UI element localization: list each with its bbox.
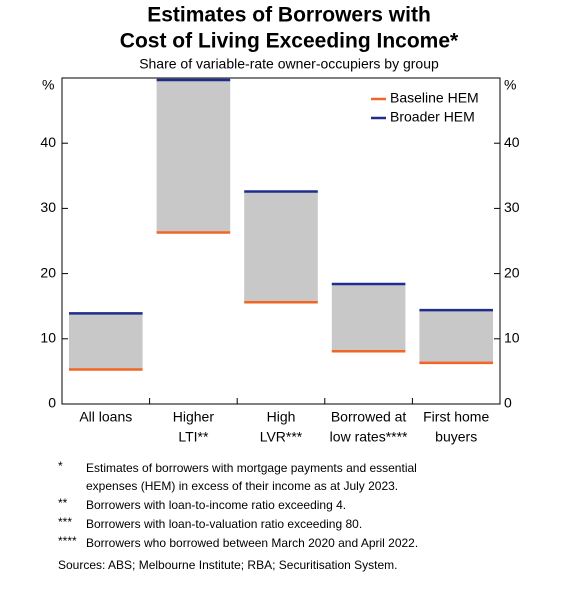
x-tick-label: Higher <box>173 409 215 425</box>
note-marker: ** <box>58 496 68 510</box>
sources: Sources: ABS; Melbourne Institute; RBA; … <box>58 558 398 572</box>
note-marker: **** <box>58 534 77 548</box>
y2-unit: % <box>504 77 516 93</box>
y-tick-label: 20 <box>40 264 56 280</box>
x-tick-label: High <box>267 409 296 425</box>
note-text: Borrowers who borrowed between March 202… <box>86 536 418 550</box>
note-text: Borrowers with loan-to-income ratio exce… <box>86 498 346 512</box>
x-tick-label: LTI** <box>178 429 209 445</box>
y2-tick-label: 40 <box>504 134 520 150</box>
chart-title: Cost of Living Exceeding Income* <box>120 30 459 53</box>
chart-subtitle: Share of variable-rate owner-occupiers b… <box>139 56 439 72</box>
range-bar <box>331 284 406 352</box>
y2-tick-label: 0 <box>504 395 512 411</box>
y2-tick-label: 10 <box>504 330 520 346</box>
y-tick-label: 30 <box>40 199 56 215</box>
range-bar <box>156 79 231 233</box>
note-marker: * <box>58 459 63 473</box>
x-tick-label: First home <box>423 409 489 425</box>
y-tick-label: 0 <box>48 395 56 411</box>
y-tick-label: 40 <box>40 134 56 150</box>
range-bar <box>419 310 493 363</box>
chart-title: Estimates of Borrowers with <box>147 4 431 27</box>
x-tick-label: Borrowed at <box>331 409 407 425</box>
legend-label: Broader HEM <box>390 109 475 125</box>
range-bar <box>69 313 143 370</box>
note-text: Estimates of borrowers with mortgage pay… <box>86 461 417 475</box>
y-unit: % <box>42 77 54 93</box>
range-bar <box>244 191 318 303</box>
note-text: expenses (HEM) in excess of their income… <box>86 479 398 493</box>
x-tick-label: low rates**** <box>330 429 408 445</box>
legend-label: Baseline HEM <box>390 90 479 106</box>
note-text: Borrowers with loan-to-valuation ratio e… <box>86 517 362 531</box>
y2-tick-label: 30 <box>504 199 520 215</box>
x-tick-label: LVR*** <box>260 429 303 445</box>
note-marker: *** <box>58 515 72 529</box>
x-tick-label: buyers <box>435 429 477 445</box>
plot-frame <box>61 77 501 405</box>
y2-tick-label: 20 <box>504 264 520 280</box>
x-tick-label: All loans <box>79 409 132 425</box>
y-tick-label: 10 <box>40 330 56 346</box>
